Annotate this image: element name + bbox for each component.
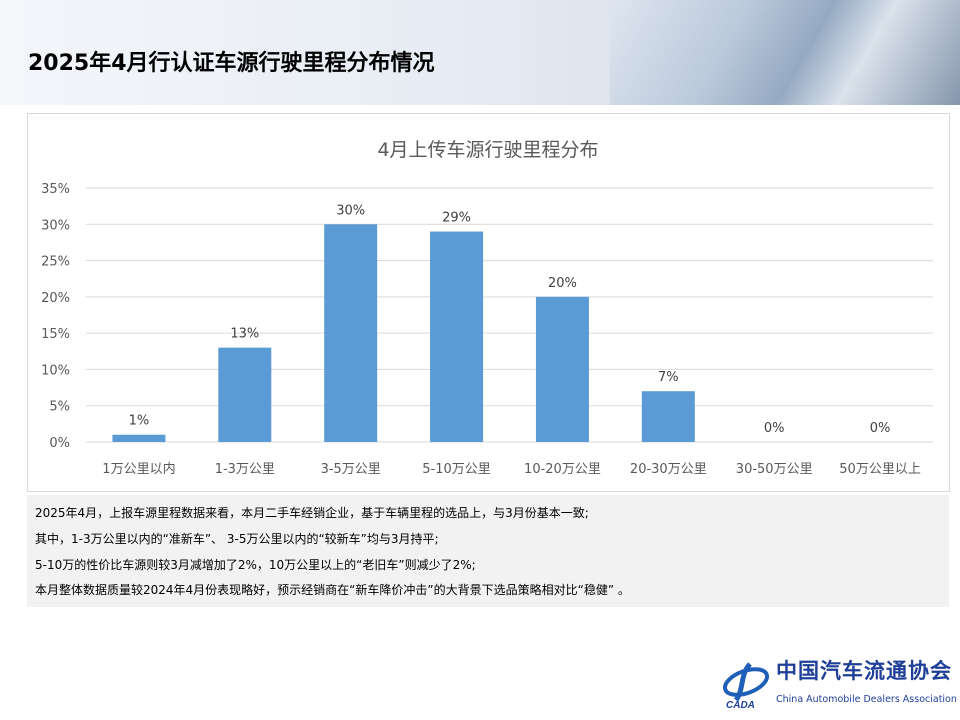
y-tick-label: 10%: [41, 363, 70, 378]
data-label: 13%: [230, 327, 259, 342]
y-tick-label: 30%: [41, 218, 70, 233]
note-line: 2025年4月，上报车源里程数据来看，本月二手车经销企业，基于车辆里程的选品上，…: [35, 506, 589, 520]
chart-title: 4月上传车源行驶里程分布: [377, 139, 598, 161]
data-label: 20%: [548, 276, 577, 291]
x-tick-label: 30-50万公里: [736, 462, 813, 477]
bar: [218, 347, 272, 442]
bar: [641, 391, 695, 442]
y-tick-label: 20%: [41, 291, 70, 306]
bar: [535, 296, 589, 442]
x-tick-label: 20-30万公里: [630, 462, 707, 477]
x-tick-label: 3-5万公里: [321, 462, 381, 477]
x-tick-label: 50万公里以上: [839, 462, 921, 477]
note-line: 本月整体数据质量较2024年4月份表现略好，预示经销商在“新车降价冲击”的大背景…: [35, 583, 630, 597]
data-label: 7%: [658, 370, 679, 385]
bar: [112, 434, 166, 442]
data-label: 1%: [129, 414, 150, 429]
y-tick-label: 0%: [49, 436, 70, 451]
data-label: 0%: [764, 421, 785, 436]
header-banner: [0, 0, 960, 105]
y-tick-label: 15%: [41, 327, 70, 342]
chart-container: 4月上传车源行驶里程分布 0% 5% 10% 15% 20% 25% 30% 35% 1% 1万公里…: [27, 113, 950, 492]
data-label: 30%: [336, 203, 365, 218]
y-tick-label: 5%: [49, 400, 70, 415]
note-line: 其中，1-3万公里以内的“准新车”、 3-5万公里以内的“较新车”均与3月持平;: [35, 532, 439, 546]
logo-mark-text: CADA: [726, 700, 755, 710]
notes-box: 2025年4月，上报车源里程数据来看，本月二手车经销企业，基于车辆里程的选品上，…: [27, 495, 949, 607]
header-image: [610, 0, 960, 105]
logo-english-name: China Automobile Dealers Association: [776, 694, 957, 705]
cada-logo: CADA 中国汽车流通协会 China Automobile Dealers A…: [722, 658, 960, 714]
page-title: 2025年4月行认证车源行驶里程分布情况: [28, 51, 435, 76]
data-label: 29%: [442, 211, 471, 226]
x-tick-label: 1万公里以内: [102, 461, 175, 477]
bar: [430, 231, 484, 442]
data-label: 0%: [870, 421, 891, 436]
note-line: 5-10万的性价比车源则较3月减增加了2%，10万公里以上的“老旧车”则减少了2…: [35, 558, 476, 572]
x-tick-label: 1-3万公里: [215, 462, 275, 477]
x-tick-label: 10-20万公里: [524, 462, 601, 477]
bar-chart: 4月上传车源行驶里程分布 0% 5% 10% 15% 20% 25% 30% 35% 1% 1万公里…: [41, 139, 933, 477]
cada-logo-mark-icon: CADA: [722, 662, 770, 710]
bar: [324, 224, 378, 442]
logo-chinese-name: 中国汽车流通协会: [776, 658, 952, 683]
x-tick-label: 5-10万公里: [422, 462, 491, 477]
y-tick-label: 25%: [41, 255, 70, 270]
y-tick-label: 35%: [41, 182, 70, 197]
